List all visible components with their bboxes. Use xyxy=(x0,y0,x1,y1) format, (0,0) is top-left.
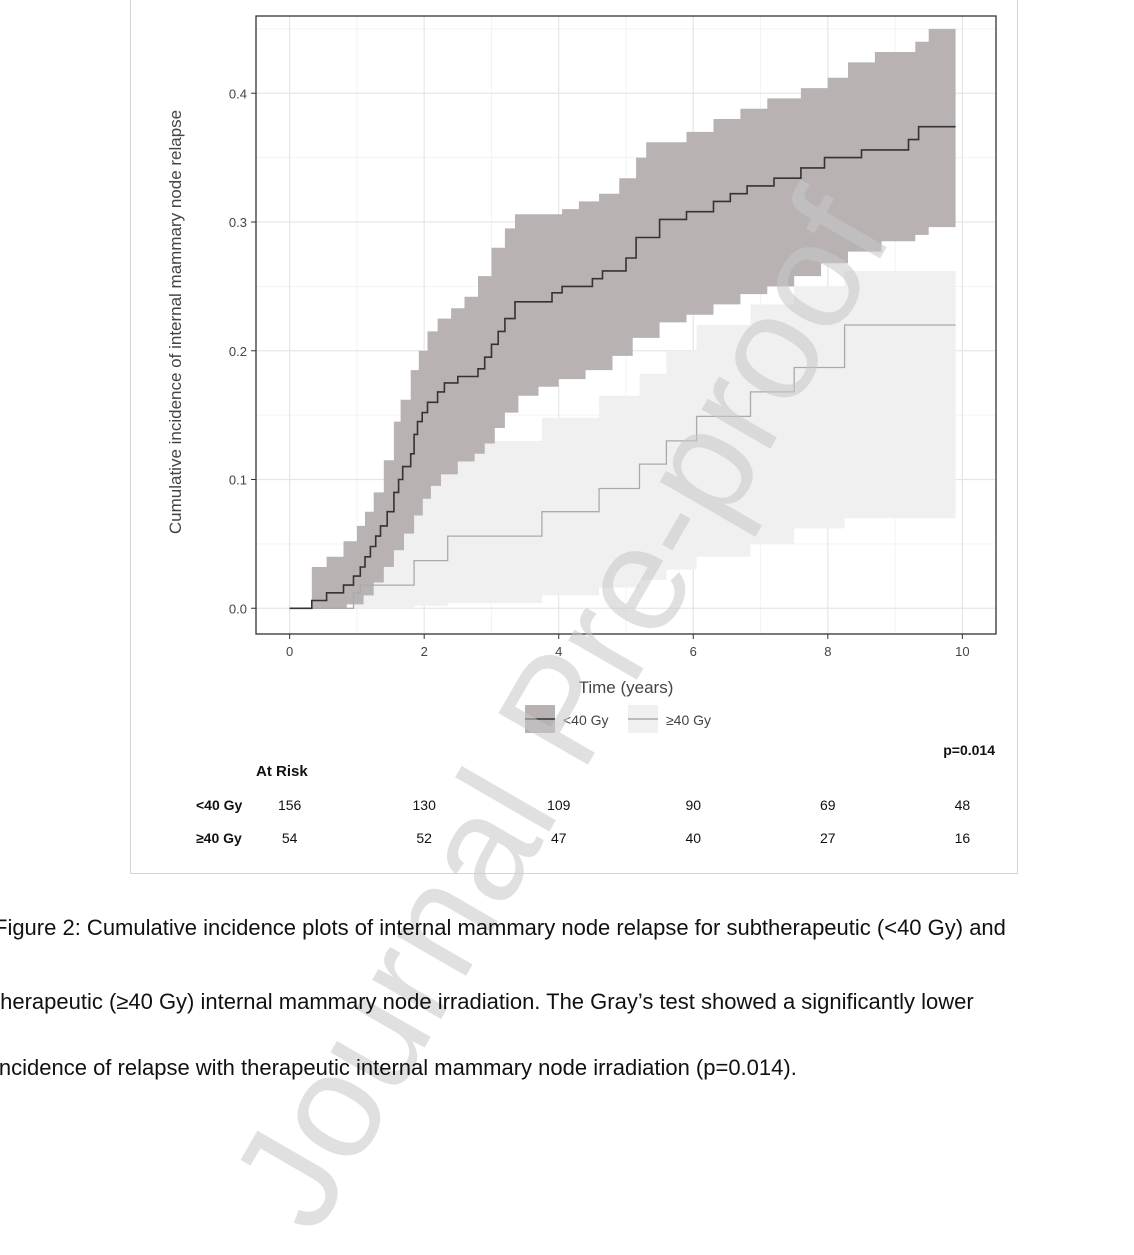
cumulative-incidence-chart: 0 2 4 6 8 10 0.0 0.1 0.2 0.3 0.4 Cumulative incide… xyxy=(166,15,997,846)
plot-panel-border xyxy=(255,15,997,635)
series-line-lt40 xyxy=(289,125,956,610)
legend-label-ge40: ≥40 Gy xyxy=(666,712,711,728)
x-tick-label: 0 xyxy=(286,644,293,659)
legend-label-lt40: <40 Gy xyxy=(563,712,609,728)
caption-line-1: Figure 2: Cumulative incidence plots of … xyxy=(0,915,1006,940)
x-tick-label: 2 xyxy=(421,644,428,659)
figure-frame xyxy=(130,0,1018,874)
caption-line-2: therapeutic (≥40 Gy) internal mammary no… xyxy=(0,989,974,1014)
caption-line-3: incidence of relapse with therapeutic in… xyxy=(0,1055,797,1080)
ci-band-lt40 xyxy=(289,28,956,609)
y-tick-label: 0.4 xyxy=(229,86,247,101)
at-risk-value: 16 xyxy=(955,830,971,846)
ci-band-ge40 xyxy=(289,228,956,609)
legend: <40 Gy ≥40 Gy xyxy=(525,705,711,733)
at-risk-value: 69 xyxy=(820,797,836,813)
at-risk-table: At Risk <40 Gy ≥40 Gy 156 130 109 90 69 48 54 5… xyxy=(196,763,970,846)
at-risk-value: 52 xyxy=(416,830,432,846)
p-value: p=0.014 xyxy=(943,742,995,758)
series-line-ge40 xyxy=(289,324,956,609)
at-risk-row-label: <40 Gy xyxy=(196,797,243,813)
at-risk-row-label: ≥40 Gy xyxy=(196,830,242,846)
at-risk-value: 130 xyxy=(413,797,437,813)
x-tick-label: 6 xyxy=(690,644,697,659)
x-tick-label: 10 xyxy=(955,644,969,659)
y-tick-label: 0.3 xyxy=(229,215,247,230)
axis-ticks: 0 2 4 6 8 10 0.0 0.1 0.2 0.3 0.4 xyxy=(229,86,970,659)
at-risk-values: 156 130 109 90 69 48 54 52 47 40 27 16 xyxy=(278,797,970,846)
at-risk-value: 40 xyxy=(685,830,701,846)
y-tick-label: 0.0 xyxy=(229,601,247,616)
at-risk-value: 27 xyxy=(820,830,836,846)
y-axis-label: Cumulative incidence of internal mammary… xyxy=(166,110,185,534)
series-lines xyxy=(289,125,956,610)
y-tick-label: 0.2 xyxy=(229,344,247,359)
at-risk-value: 48 xyxy=(955,797,971,813)
at-risk-value: 54 xyxy=(282,830,298,846)
x-axis-label: Time (years) xyxy=(579,678,674,697)
y-tick-label: 0.1 xyxy=(229,473,247,488)
at-risk-title: At Risk xyxy=(256,763,308,780)
at-risk-value: 90 xyxy=(685,797,701,813)
confidence-bands xyxy=(289,28,956,609)
at-risk-value: 47 xyxy=(551,830,567,846)
x-tick-label: 8 xyxy=(824,644,831,659)
at-risk-value: 109 xyxy=(547,797,571,813)
x-tick-label: 4 xyxy=(555,644,562,659)
at-risk-value: 156 xyxy=(278,797,302,813)
